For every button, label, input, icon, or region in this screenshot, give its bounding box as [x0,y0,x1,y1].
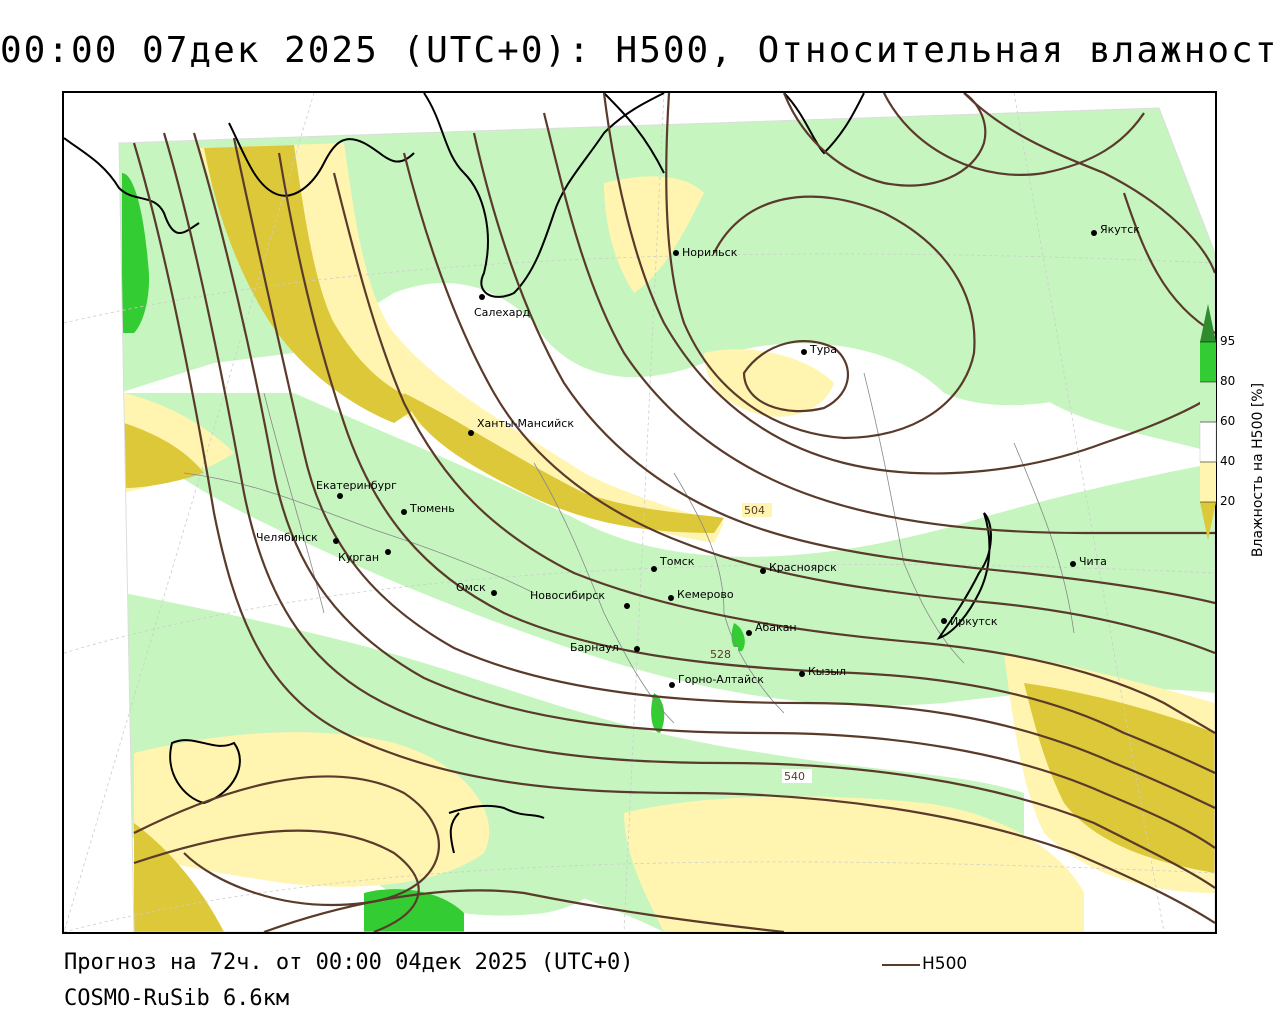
city-gorno-altaysk[interactable]: Горно-Алтайск [669,673,764,688]
city-kemerovo[interactable]: Кемерово [668,588,734,601]
h500-line-label: H500 [922,954,968,974]
legend-tick-20: 20 [1220,494,1236,508]
svg-text:Новосибирск: Новосибирск [530,589,605,602]
city-tomsk[interactable]: Томск [651,555,695,572]
legend-tick-60: 60 [1220,414,1236,428]
model-info: COSMO-RuSib 6.6км [64,986,290,1011]
city-ekaterinburg[interactable]: Екатеринбург [316,479,397,499]
city-omsk[interactable]: Омск [456,581,497,596]
contour-label-504: 504 [744,504,765,517]
humidity-field [119,108,1215,932]
humidity-legend: 95 80 60 40 20 [1198,300,1278,600]
svg-text:Омск: Омск [456,581,486,594]
svg-text:Красноярск: Красноярск [769,561,837,574]
contour-label-group: 504 528 540 [708,503,812,783]
city-novosibirsk[interactable]: Новосибирск [530,589,630,609]
svg-text:Якутск: Якутск [1100,223,1140,236]
map-canvas[interactable]: 504 528 540 Норильск Якутск Салехард Тур… [64,93,1215,932]
coastlines [64,93,992,854]
city-salekhard[interactable]: Салехард [474,294,530,319]
contour-label-528: 528 [710,648,731,661]
svg-text:Тура: Тура [809,343,837,356]
svg-text:Курган: Курган [338,551,379,564]
svg-text:Барнаул: Барнаул [570,641,619,654]
city-kyzyl[interactable]: Кызыл [799,665,846,678]
contour-label-540: 540 [784,770,805,783]
city-barnaul[interactable]: Барнаул [570,641,640,654]
city-irkutsk[interactable]: Иркутск [941,615,998,628]
city-tyumen[interactable]: Тюмень [401,502,455,515]
legend-tick-40: 40 [1220,454,1236,468]
svg-text:Кемерово: Кемерово [677,588,734,601]
city-chelyabinsk[interactable]: Челябинск [256,531,339,544]
h500-line-swatch [882,964,920,966]
city-krasnoyarsk[interactable]: Красноярск [760,561,837,574]
svg-text:Ханты-Мансийск: Ханты-Мансийск [477,417,574,430]
city-tura[interactable]: Тура [801,343,837,356]
svg-text:Абакан: Абакан [755,621,797,634]
city-abakan[interactable]: Абакан [746,621,797,636]
h500-contours [132,93,1215,932]
forecast-info: Прогноз на 72ч. от 00:00 04дек 2025 (UTC… [64,950,634,975]
city-khanty-mansiysk[interactable]: Ханты-Мансийск [468,417,574,436]
legend-tick-80: 80 [1220,374,1236,388]
svg-text:Чита: Чита [1079,555,1107,568]
cities: Норильск Якутск Салехард Тура Ханты-Манс… [256,223,1140,688]
svg-text:Норильск: Норильск [682,246,738,259]
page-title: 00:00 07дек 2025 (UTC+0): H500, Относите… [0,30,1280,71]
svg-text:Челябинск: Челябинск [256,531,318,544]
city-kurgan[interactable]: Курган [338,549,391,564]
svg-text:Екатеринбург: Екатеринбург [316,479,397,492]
svg-text:Горно-Алтайск: Горно-Алтайск [678,673,764,686]
legend-tick-95: 95 [1220,334,1236,348]
legend-title: Влажность на H500 [%] [1250,382,1266,558]
city-yakutsk[interactable]: Якутск [1091,223,1140,236]
svg-text:Иркутск: Иркутск [950,615,998,628]
city-norilsk[interactable]: Норильск [673,246,738,259]
legend-colorbar [1199,304,1217,540]
svg-text:Тюмень: Тюмень [409,502,455,515]
svg-text:Салехард: Салехард [474,306,530,319]
map-frame[interactable]: 504 528 540 Норильск Якутск Салехард Тур… [62,91,1217,934]
svg-text:Томск: Томск [659,555,695,568]
city-chita[interactable]: Чита [1070,555,1107,568]
svg-text:Кызыл: Кызыл [808,665,846,678]
